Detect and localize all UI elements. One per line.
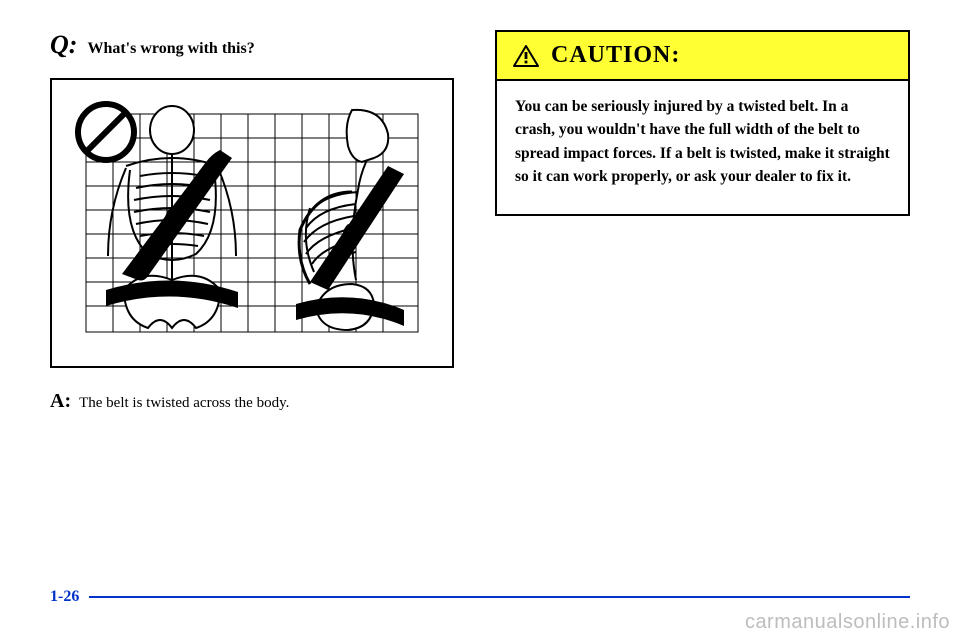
caution-title: CAUTION: xyxy=(551,42,680,69)
question-line: Q: What's wrong with this? xyxy=(50,30,465,60)
page: Q: What's wrong with this? xyxy=(0,0,960,640)
a-marker: A: xyxy=(50,390,71,413)
page-footer: 1-26 xyxy=(50,588,910,606)
seatbelt-illustration-svg xyxy=(52,80,452,366)
q-marker: Q: xyxy=(50,30,77,60)
seatbelt-illustration xyxy=(50,78,454,368)
caution-header: CAUTION: xyxy=(497,32,908,81)
left-column: Q: What's wrong with this? xyxy=(50,30,465,413)
watermark-text: carmanualsonline.info xyxy=(745,611,950,634)
caution-box: CAUTION: You can be seriously injured by… xyxy=(495,30,910,216)
right-column: CAUTION: You can be seriously injured by… xyxy=(495,30,910,413)
footer-rule xyxy=(89,596,910,598)
page-number: 1-26 xyxy=(50,588,79,606)
answer-line: A: The belt is twisted across the body. xyxy=(50,390,465,413)
prohibit-icon xyxy=(78,104,134,160)
answer-text: The belt is twisted across the body. xyxy=(79,395,289,412)
warning-icon xyxy=(513,45,539,67)
caution-body-text: You can be seriously injured by a twiste… xyxy=(497,81,908,214)
content-columns: Q: What's wrong with this? xyxy=(50,30,910,413)
question-text: What's wrong with this? xyxy=(87,40,254,58)
